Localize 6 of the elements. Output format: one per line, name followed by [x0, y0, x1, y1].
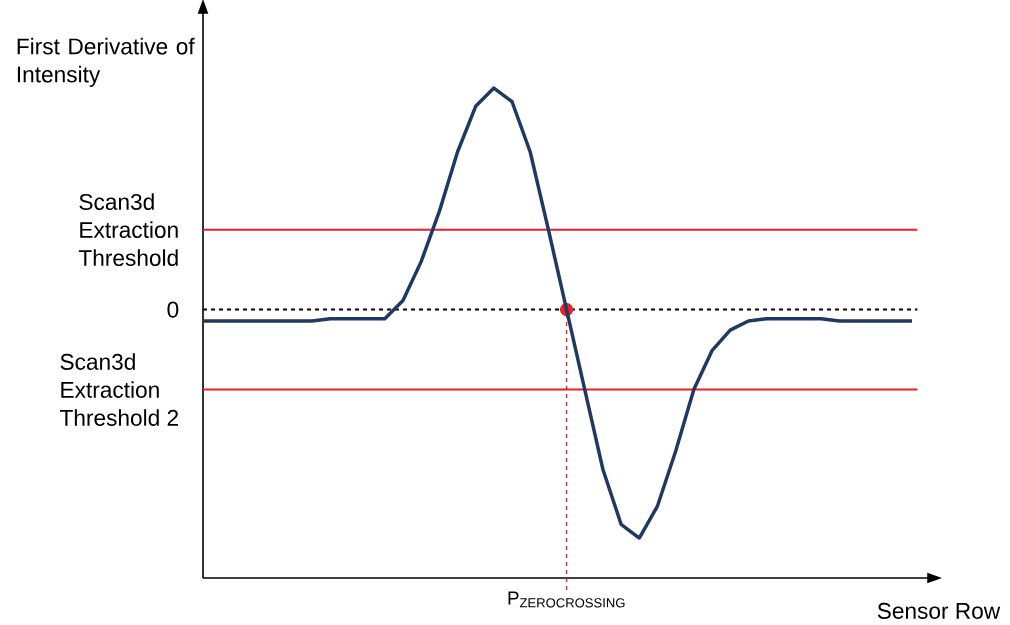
x-axis-title: Sensor Row	[877, 602, 1001, 619]
annotation: $\mathrm{P}_{\mathrm{ZEROCROSSING}}$	[508, 591, 625, 608]
ref-line-label: 0	[167, 301, 179, 318]
y-axis-title: First Derivative of Intensity	[17, 37, 195, 87]
ref-line-label: Scan3d Extraction Threshold	[78, 193, 178, 266]
ref-line-label: Scan3d Extraction Threshold 2	[59, 353, 178, 426]
